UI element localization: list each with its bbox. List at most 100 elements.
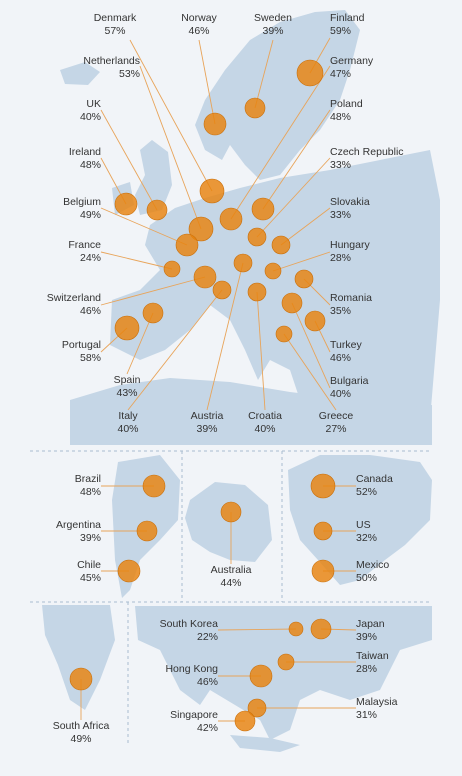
label-australia: Australia 44% [171,564,291,590]
country-name: Taiwan [356,650,389,662]
bubble-japan [310,618,332,640]
bubble-bulgaria [281,292,303,314]
label-uk: UK 40% [80,98,101,124]
country-value: 27% [325,423,347,435]
bubble-france [163,260,181,278]
bubbles [69,59,336,732]
bubble-sweden [244,97,266,119]
label-hongkong: Hong Kong 46% [165,663,218,689]
country-name: Austria [190,410,224,422]
country-name: Hungary [330,239,370,251]
bubble-argentina [136,520,158,542]
country-name: South Africa [52,720,110,732]
label-taiwan: Taiwan 28% [356,650,389,676]
country-value: 42% [196,722,218,734]
country-value: 59% [330,25,352,37]
leader-uk [100,109,158,211]
country-name: Brazil [74,473,101,485]
country-name: Sweden [254,12,292,24]
country-value: 40% [254,423,276,435]
label-brazil: Brazil 48% [75,473,101,499]
land-indonesia [230,735,300,752]
country-value: 33% [330,159,352,171]
leader-hungary [272,251,331,272]
country-name: Czech Republic [330,146,404,158]
leader-slovakia [280,207,331,246]
label-ireland: Ireland 48% [69,146,101,172]
country-value: 53% [118,68,140,80]
land-scandinavia [195,10,360,180]
leader-france [100,251,173,270]
leader-poland [262,109,331,210]
bubble-spain [142,302,164,324]
leader-switzerland [100,276,206,306]
country-name: Spain [113,374,141,386]
bubble-singapore [234,710,256,732]
leader-spain [126,312,154,375]
label-denmark: Denmark 57% [55,12,175,38]
label-malaysia: Malaysia 31% [356,696,397,722]
bubble-us [313,521,333,541]
label-belgium: Belgium 49% [63,196,101,222]
bubble-brazil [142,474,166,498]
country-value: 39% [79,532,101,544]
leader-croatia [256,291,266,411]
country-value: 32% [356,532,378,544]
bubble-czech [247,227,267,247]
leader-italy [127,289,223,411]
label-italy: Italy 40% [68,410,188,436]
leader-bulgaria [291,302,331,389]
bubble-hongkong [249,664,273,688]
country-name: Poland [330,98,363,110]
bubble-taiwan [277,653,295,671]
country-value: 28% [330,252,352,264]
bubble-croatia [247,282,267,302]
country-name: Turkey [330,339,362,351]
label-romania: Romania 35% [330,292,372,318]
country-value: 46% [188,25,210,37]
leader-lines [80,37,357,722]
leader-belgium [100,207,188,246]
country-value: 48% [79,486,101,498]
country-value: 39% [262,25,284,37]
bubble-italy [212,280,232,300]
label-norway: Norway 46% [139,12,259,38]
country-name: Croatia [248,410,282,422]
country-value: 40% [330,388,352,400]
leader-czech [256,157,331,238]
label-switzerland: Switzerland 46% [47,292,101,318]
leader-denmark [129,39,213,192]
bubble-malaysia [247,698,267,718]
country-name: South Korea [159,618,218,630]
label-austria: Austria 39% [147,410,267,436]
bubble-portugal [114,315,140,341]
land-australia [185,482,272,562]
bubble-greece [275,325,293,343]
label-poland: Poland 48% [330,98,363,124]
label-slovakia: Slovakia 33% [330,196,370,222]
country-value: 45% [79,572,101,584]
country-value: 43% [116,387,138,399]
country-name: UK [86,98,101,110]
panel-dividers [30,450,432,745]
country-name: Romania [330,292,373,304]
country-name: Mexico [356,559,390,571]
country-value: 40% [117,423,139,435]
label-singapore: Singapore 42% [170,709,218,735]
country-name: Portugal [61,339,101,351]
bubble-slovakia [271,235,291,255]
country-value: 58% [79,352,101,364]
country-value: 46% [330,352,352,364]
label-bulgaria: Bulgaria 40% [330,375,369,401]
country-value: 48% [79,159,101,171]
label-hungary: Hungary 28% [330,239,370,265]
country-value: 46% [196,676,218,688]
bubble-turkey [304,310,326,332]
country-name: Hong Kong [165,663,218,675]
label-southkorea: South Korea 22% [160,618,218,644]
label-mexico: Mexico 50% [356,559,389,585]
bubble-switzerland [193,265,217,289]
bubble-norway [203,112,227,136]
